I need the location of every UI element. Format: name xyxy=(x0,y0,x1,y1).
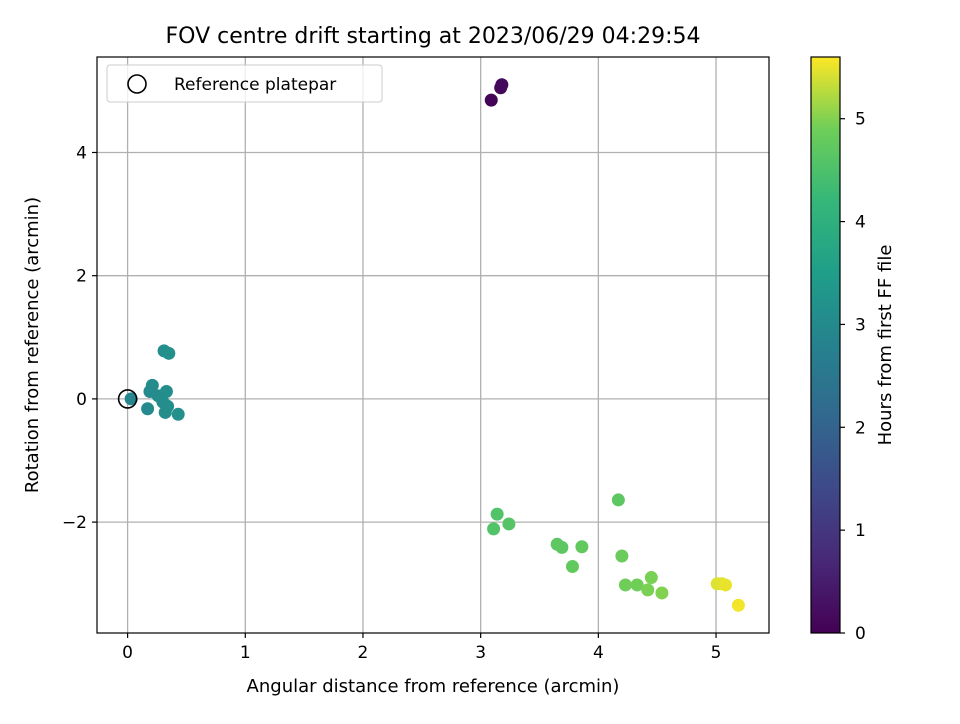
data-point xyxy=(162,346,176,360)
data-point xyxy=(171,407,185,421)
data-point xyxy=(644,571,658,585)
x-tick-label: 5 xyxy=(711,643,722,663)
colorbar: 0 1 2 3 4 5 Hours from first FF file xyxy=(810,56,896,644)
x-tick-label: 1 xyxy=(240,643,251,663)
colorbar-tick-label: 5 xyxy=(855,110,866,130)
y-tick-label: 4 xyxy=(76,143,87,163)
data-point xyxy=(145,378,159,392)
colorbar-tick-label: 3 xyxy=(855,315,866,335)
y-tick-label: 0 xyxy=(76,390,87,410)
plot-frame xyxy=(96,56,770,634)
colorbar-tick-label: 4 xyxy=(855,213,866,233)
data-point xyxy=(630,578,644,592)
y-tick-label: 2 xyxy=(76,267,87,287)
data-point xyxy=(611,493,625,507)
x-axis-ticks: 0 1 2 3 4 5 xyxy=(122,633,721,663)
colorbar-tick-label: 0 xyxy=(855,624,866,644)
colorbar-ticks: 0 1 2 3 4 5 xyxy=(840,110,866,644)
x-tick-label: 3 xyxy=(475,643,486,663)
data-points xyxy=(124,78,745,612)
y-tick-label: −2 xyxy=(62,513,87,533)
y-axis-ticks: −2 0 2 4 xyxy=(62,143,97,533)
data-point xyxy=(731,598,745,612)
data-point xyxy=(575,540,589,554)
chart-title: FOV centre drift starting at 2023/06/29 … xyxy=(166,24,701,49)
data-point xyxy=(124,392,138,406)
data-point xyxy=(555,540,569,554)
x-tick-label: 2 xyxy=(358,643,369,663)
x-tick-label: 0 xyxy=(122,643,133,663)
data-point xyxy=(484,93,498,107)
data-point xyxy=(618,578,632,592)
legend: Reference platepar xyxy=(106,64,383,103)
data-point xyxy=(159,385,173,399)
data-point xyxy=(490,507,504,521)
x-tick-label: 4 xyxy=(593,643,604,663)
colorbar-gradient xyxy=(810,56,841,634)
data-point xyxy=(502,517,516,531)
data-point xyxy=(495,78,509,92)
colorbar-label: Hours from first FF file xyxy=(875,245,896,446)
x-axis-label: Angular distance from reference (arcmin) xyxy=(247,676,620,697)
data-point xyxy=(718,578,732,592)
colorbar-tick-label: 1 xyxy=(855,521,866,541)
data-point xyxy=(641,583,655,597)
data-point xyxy=(161,399,175,413)
legend-label: Reference platepar xyxy=(174,75,336,95)
data-point xyxy=(655,586,669,600)
grid-lines xyxy=(97,57,769,633)
y-axis-label: Rotation from reference (arcmin) xyxy=(22,197,43,493)
data-point xyxy=(141,402,155,416)
data-point xyxy=(615,549,629,563)
colorbar-tick-label: 2 xyxy=(855,418,866,438)
reference-platepar-marker xyxy=(117,389,138,409)
legend-marker xyxy=(127,74,147,94)
data-point xyxy=(565,559,579,573)
legend-box xyxy=(106,64,383,103)
data-point xyxy=(487,522,501,536)
